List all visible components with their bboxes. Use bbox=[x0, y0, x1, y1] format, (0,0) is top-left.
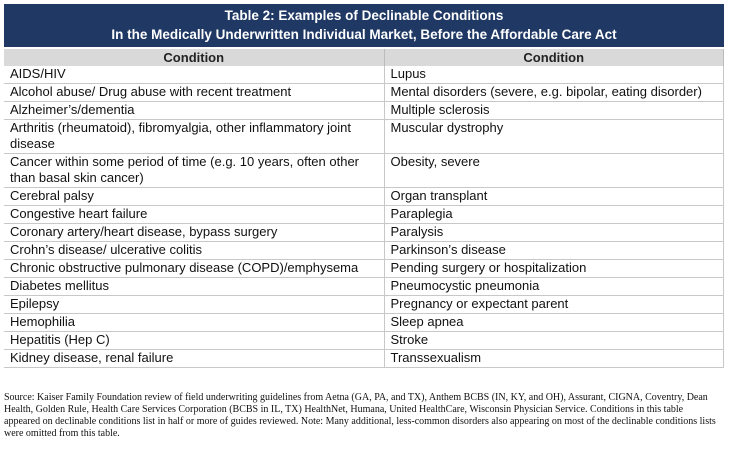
table-row: Hemophilia Sleep apnea bbox=[4, 313, 724, 332]
table-cell: Chronic obstructive pulmonary disease (C… bbox=[4, 259, 385, 278]
table-cell: Pregnancy or expectant parent bbox=[384, 295, 724, 314]
table-row: Arthritis (rheumatoid), fibromyalgia, ot… bbox=[4, 119, 724, 154]
table-cell: Multiple sclerosis bbox=[384, 101, 724, 120]
table-cell: AIDS/HIV bbox=[4, 66, 385, 84]
table-row: Diabetes mellitus Pneumocystic pneumonia bbox=[4, 277, 724, 296]
table-cell: Congestive heart failure bbox=[4, 205, 385, 224]
table-row: Cerebral palsy Organ transplant bbox=[4, 187, 724, 206]
table-cell: Sleep apnea bbox=[384, 313, 724, 332]
table-row: Epilepsy Pregnancy or expectant parent bbox=[4, 295, 724, 314]
table-body: AIDS/HIV Lupus Alcohol abuse/ Drug abuse w… bbox=[4, 66, 724, 368]
header-row: Condition Condition bbox=[4, 49, 724, 66]
column-header: Condition bbox=[4, 49, 385, 66]
table-cell: Alzheimer’s/dementia bbox=[4, 101, 385, 120]
title-bar: Table 2: Examples of Declinable Conditio… bbox=[4, 4, 724, 47]
table-cell: Cerebral palsy bbox=[4, 187, 385, 206]
source-note: Source: Kaiser Family Foundation review … bbox=[4, 392, 716, 439]
table-row: Crohn’s disease/ ulcerative colitis Parki… bbox=[4, 241, 724, 260]
table-block: Table 2: Examples of Declinable Conditio… bbox=[4, 4, 724, 368]
table-cell: Arthritis (rheumatoid), fibromyalgia, ot… bbox=[4, 119, 385, 154]
table-cell: Epilepsy bbox=[4, 295, 385, 314]
table-cell: Obesity, severe bbox=[384, 153, 724, 188]
table-row: Kidney disease, renal failure Transsexual… bbox=[4, 349, 724, 368]
table-cell: Pneumocystic pneumonia bbox=[384, 277, 724, 296]
table-cell: Paralysis bbox=[384, 223, 724, 242]
table-row: AIDS/HIV Lupus bbox=[4, 66, 724, 84]
table-cell: Transsexualism bbox=[384, 349, 724, 368]
table-cell: Alcohol abuse/ Drug abuse with recent tr… bbox=[4, 83, 385, 102]
table-row: Alzheimer’s/dementia Multiple sclerosis bbox=[4, 101, 724, 120]
table-row: Hepatitis (Hep C) Stroke bbox=[4, 331, 724, 350]
conditions-table: Condition Condition AIDS/HIV Lupus Alcohol … bbox=[4, 49, 724, 368]
table-cell: Cancer within some period of time (e.g. … bbox=[4, 153, 385, 188]
table-cell: Crohn’s disease/ ulcerative colitis bbox=[4, 241, 385, 260]
table-cell: Lupus bbox=[384, 66, 724, 84]
table-row: Coronary artery/heart disease, bypass su… bbox=[4, 223, 724, 242]
table-cell: Diabetes mellitus bbox=[4, 277, 385, 296]
table-row: Congestive heart failure Paraplegia bbox=[4, 205, 724, 224]
table-row: Cancer within some period of time (e.g. … bbox=[4, 153, 724, 188]
table-cell: Hepatitis (Hep C) bbox=[4, 331, 385, 350]
table-row: Chronic obstructive pulmonary disease (C… bbox=[4, 259, 724, 278]
title-line: Table 2: Examples of Declinable Conditio… bbox=[224, 8, 504, 23]
table-row: Alcohol abuse/ Drug abuse with recent tr… bbox=[4, 83, 724, 102]
table-cell: Parkinson’s disease bbox=[384, 241, 724, 260]
table-cell: Mental disorders (severe, e.g. bipolar, … bbox=[384, 83, 724, 102]
table-cell: Coronary artery/heart disease, bypass su… bbox=[4, 223, 385, 242]
table-cell: Hemophilia bbox=[4, 313, 385, 332]
column-header: Condition bbox=[384, 49, 724, 66]
table-cell: Paraplegia bbox=[384, 205, 724, 224]
table-cell: Stroke bbox=[384, 331, 724, 350]
title-line: In the Medically Underwritten Individual… bbox=[111, 27, 617, 42]
table-cell: Muscular dystrophy bbox=[384, 119, 724, 154]
table-cell: Kidney disease, renal failure bbox=[4, 349, 385, 368]
table-cell: Organ transplant bbox=[384, 187, 724, 206]
table-cell: Pending surgery or hospitalization bbox=[384, 259, 724, 278]
